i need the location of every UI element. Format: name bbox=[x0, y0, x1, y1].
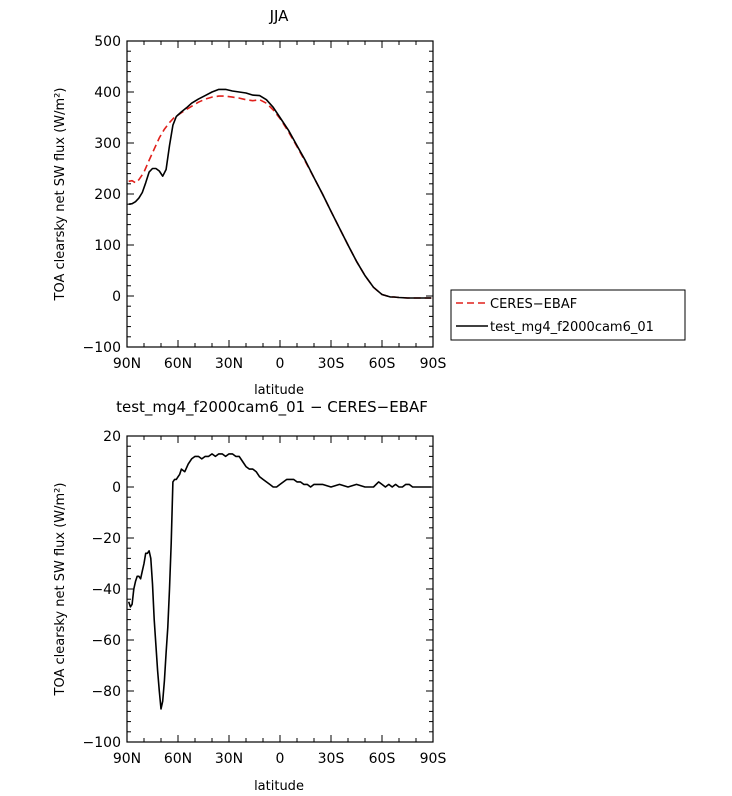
bottom-xaxis-title: latitude bbox=[254, 779, 304, 794]
x-tick-label: 30S bbox=[318, 751, 345, 767]
x-tick-label: 30S bbox=[318, 356, 345, 372]
top-plot-frame bbox=[126, 40, 434, 348]
y-tick-label: 500 bbox=[94, 34, 121, 50]
y-tick-label: 200 bbox=[94, 187, 121, 203]
legend-label-model: test_mg4_f2000cam6_01 bbox=[490, 320, 654, 335]
bottom-panel-title: test_mg4_f2000cam6_01 − CERES−EBAF bbox=[116, 398, 428, 417]
y-tick-label: 400 bbox=[94, 85, 121, 101]
x-tick-label: 90S bbox=[420, 356, 447, 372]
series-line-ceres-ebaf bbox=[128, 95, 432, 299]
series-line-difference-0 bbox=[127, 453, 432, 710]
y-tick-label: 300 bbox=[94, 136, 121, 152]
y-tick-label: 0 bbox=[112, 480, 121, 496]
top-yaxis-title: TOA clearsky net SW flux (W/m²) bbox=[53, 88, 68, 302]
y-tick-label: −80 bbox=[91, 684, 121, 700]
x-tick-label: 90N bbox=[113, 751, 141, 767]
y-tick-label: 0 bbox=[112, 289, 121, 305]
top-panel: JJA 90N 60N 30N 0 30S 60S 90S −100 0 100 200 300 400… bbox=[53, 7, 446, 398]
top-xaxis-title: latitude bbox=[254, 383, 304, 398]
x-tick-label: 60S bbox=[369, 751, 396, 767]
top-ticks: 90N 60N 30N 0 30S 60S 90S −100 0 100 200 300 400 500 bbox=[83, 34, 447, 372]
y-tick-label: −40 bbox=[91, 582, 121, 598]
bottom-panel: test_mg4_f2000cam6_01 − CERES−EBAF 90N 60… bbox=[53, 398, 446, 794]
x-tick-label: 30N bbox=[215, 356, 243, 372]
top-panel-title: JJA bbox=[269, 7, 290, 25]
x-tick-label: 30N bbox=[215, 751, 243, 767]
y-tick-label: −100 bbox=[83, 735, 121, 751]
legend-label-ceres: CERES−EBAF bbox=[490, 297, 577, 312]
x-tick-label: 60N bbox=[164, 751, 192, 767]
x-tick-label: 0 bbox=[276, 356, 285, 372]
bottom-yaxis-title: TOA clearsky net SW flux (W/m²) bbox=[53, 483, 68, 697]
x-tick-label: 90N bbox=[113, 356, 141, 372]
top-series-lines bbox=[128, 88, 432, 299]
x-tick-label: 0 bbox=[276, 751, 285, 767]
legend-box bbox=[450, 289, 686, 341]
y-tick-label: 20 bbox=[103, 429, 121, 445]
x-tick-label: 60N bbox=[164, 356, 192, 372]
y-tick-label: 100 bbox=[94, 238, 121, 254]
y-tick-label: −100 bbox=[83, 340, 121, 356]
legend: CERES−EBAF test_mg4_f2000cam6_01 bbox=[450, 289, 686, 341]
x-tick-label: 60S bbox=[369, 356, 396, 372]
x-tick-label: 90S bbox=[420, 751, 447, 767]
series-line-test-mg4-f2000cam6-01 bbox=[128, 88, 432, 299]
bottom-ticks: 90N 60N 30N 0 30S 60S 90S −100 −80 −60 −40 −20 0 20 bbox=[83, 429, 447, 767]
y-tick-label: −20 bbox=[91, 531, 121, 547]
bottom-series-lines bbox=[127, 453, 432, 710]
y-tick-label: −60 bbox=[91, 633, 121, 649]
